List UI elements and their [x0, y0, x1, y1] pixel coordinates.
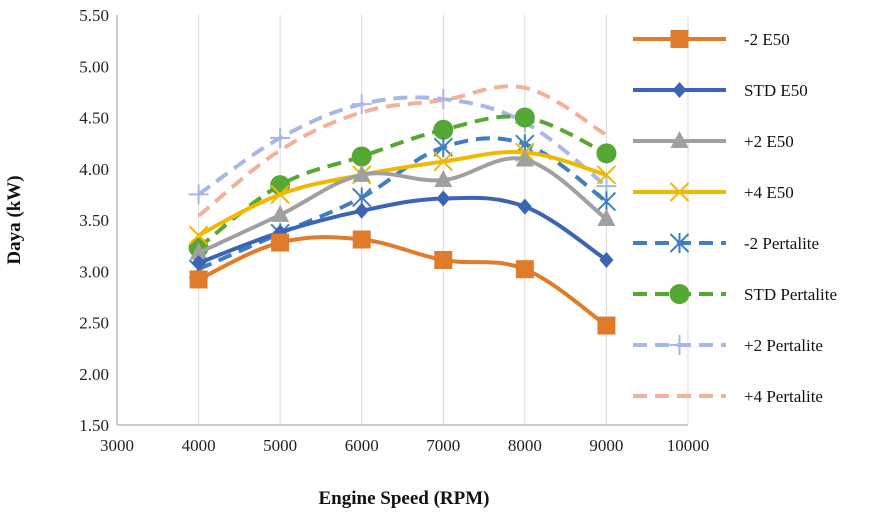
- series-std-e50: [191, 190, 614, 272]
- data-point-std-e50: [517, 198, 532, 215]
- x-tick-label: 5000: [263, 436, 297, 455]
- legend-item-4-pertalite: +4 Pertalite: [633, 387, 823, 406]
- y-tick-label: 1.50: [79, 416, 109, 435]
- series-4-e50: [188, 142, 617, 246]
- legend-item-2-pertalite: +2 Pertalite: [633, 335, 823, 355]
- legend-marker: [672, 82, 687, 98]
- x-tick-label: 7000: [426, 436, 460, 455]
- x-tick-label: 3000: [100, 436, 134, 455]
- x-tick-label: 6000: [345, 436, 379, 455]
- legend-label: STD Pertalite: [744, 285, 837, 304]
- data-point-std-e50: [191, 255, 206, 272]
- series-std-pertalite: [188, 107, 617, 258]
- series-2-e50: [189, 230, 616, 335]
- x-tick-label: 8000: [508, 436, 542, 455]
- data-point-2-e50: [271, 204, 290, 222]
- series-line-4-e50: [197, 149, 607, 238]
- legend-item-2-pertalite: -2 Pertalite: [633, 233, 819, 253]
- data-point-2-pertalite: [433, 137, 453, 158]
- data-point-2-e50: [597, 316, 616, 335]
- y-tick-label: 5.00: [79, 57, 109, 76]
- data-point-2-e50: [189, 242, 208, 260]
- x-tick-label: 4000: [182, 436, 216, 455]
- data-point-4-e50: [596, 165, 617, 185]
- series-2-e50: [189, 149, 616, 260]
- legend-item-std-pertalite: STD Pertalite: [633, 284, 837, 304]
- legend-marker: [669, 233, 690, 253]
- data-point-2-pertalite: [351, 94, 372, 115]
- data-point-std-pertalite: [596, 143, 617, 164]
- legend-item-2-e50: +2 E50: [633, 131, 794, 151]
- series-line-std-pertalite: [197, 114, 608, 250]
- y-axis-title: Daya (kW): [4, 175, 25, 264]
- data-point-2-pertalite: [270, 128, 291, 148]
- data-point-2-e50: [271, 233, 290, 252]
- data-point-2-e50: [515, 149, 534, 167]
- data-point-std-e50: [599, 251, 614, 268]
- y-tick-label: 2.50: [79, 314, 109, 333]
- legend-label: -2 Pertalite: [744, 234, 819, 253]
- series-line-2-e50: [197, 156, 608, 255]
- y-tick-label: 3.00: [79, 262, 109, 281]
- data-point-2-e50: [515, 260, 534, 279]
- x-tick-labels: 3000 4000 5000 6000 7000 8000 9000 10000: [100, 436, 709, 455]
- series-group: [188, 84, 617, 335]
- series-line-2-e50: [197, 235, 608, 328]
- legend-label: +4 Pertalite: [744, 387, 823, 406]
- data-point-2-pertalite: [596, 191, 617, 212]
- legend-marker: [669, 182, 690, 202]
- data-point-2-e50: [434, 170, 453, 188]
- legend-marker: [669, 335, 690, 355]
- data-point-4-e50: [188, 225, 209, 246]
- legend-marker: [669, 284, 690, 304]
- data-point-2-e50: [189, 270, 208, 289]
- data-point-4-e50: [433, 151, 453, 172]
- series-4-pertalite: [197, 84, 608, 218]
- legend-item-std-e50: STD E50: [633, 81, 808, 100]
- y-tick-label: 4.50: [79, 109, 109, 128]
- legend-item-2-e50: -2 E50: [633, 30, 790, 49]
- legend-label: STD E50: [744, 81, 808, 100]
- y-tick-label: 2.00: [79, 365, 109, 384]
- data-point-2-e50: [434, 250, 453, 269]
- y-tick-label: 5.50: [79, 6, 109, 25]
- data-point-std-pertalite: [514, 107, 535, 128]
- data-point-2-pertalite: [188, 184, 209, 205]
- y-tick-label: 3.50: [79, 211, 109, 230]
- legend: -2 E50 STD E50 +2 E50 +4 E50 -2 Pertalite STD…: [633, 30, 837, 406]
- x-tick-label: 9000: [589, 436, 623, 455]
- legend-marker: [670, 131, 689, 148]
- legend-label: +2 E50: [744, 132, 794, 151]
- data-point-std-pertalite: [351, 146, 372, 167]
- series-line-std-e50: [197, 195, 608, 265]
- series-line-2-pertalite: [197, 95, 608, 197]
- series-2-pertalite: [188, 89, 617, 205]
- data-point-std-e50: [354, 202, 369, 219]
- y-tick-label: 4.00: [79, 160, 109, 179]
- axes: [116, 15, 688, 426]
- data-point-2-e50: [352, 230, 371, 249]
- legend-label: -2 E50: [744, 30, 790, 49]
- data-point-std-e50: [436, 190, 451, 207]
- x-tick-label: 10000: [667, 436, 710, 455]
- data-point-4-e50: [270, 184, 290, 205]
- legend-marker: [670, 30, 689, 48]
- legend-item-4-e50: +4 E50: [633, 182, 794, 202]
- data-point-std-pertalite: [433, 119, 454, 140]
- legend-label: +4 E50: [744, 183, 794, 202]
- data-point-2-pertalite: [433, 89, 454, 110]
- data-point-2-e50: [352, 164, 371, 182]
- y-tick-labels: 1.50 2.00 2.50 3.00 3.50 4.00 4.50 5.00 5.50: [79, 6, 109, 435]
- legend-label: +2 Pertalite: [744, 336, 823, 355]
- series-line-4-pertalite: [197, 84, 608, 218]
- data-point-2-e50: [597, 208, 616, 226]
- x-axis-title: Engine Speed (RPM): [319, 488, 490, 509]
